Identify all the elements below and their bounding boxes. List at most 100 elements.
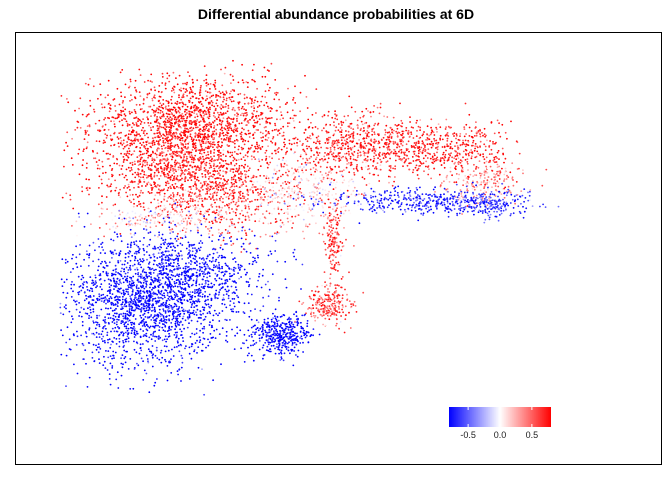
scatter-point bbox=[386, 151, 389, 154]
scatter-point bbox=[190, 88, 192, 91]
scatter-point bbox=[225, 139, 227, 141]
scatter-point bbox=[509, 171, 512, 174]
scatter-point bbox=[426, 133, 429, 136]
scatter-point bbox=[364, 194, 367, 197]
scatter-point bbox=[187, 206, 190, 209]
scatter-point bbox=[453, 162, 456, 165]
scatter-point bbox=[200, 103, 203, 105]
scatter-point bbox=[98, 187, 100, 189]
scatter-point bbox=[209, 88, 211, 90]
scatter-point bbox=[78, 173, 81, 176]
scatter-point bbox=[178, 119, 181, 122]
scatter-point bbox=[497, 182, 500, 184]
scatter-point bbox=[340, 139, 343, 142]
scatter-point bbox=[200, 149, 203, 151]
scatter-point bbox=[505, 178, 508, 180]
scatter-point bbox=[189, 135, 192, 138]
scatter-point bbox=[439, 193, 442, 196]
scatter-point bbox=[143, 181, 146, 183]
scatter-point bbox=[148, 168, 150, 171]
scatter-point bbox=[312, 204, 315, 207]
scatter-point bbox=[193, 147, 196, 150]
scatter-point bbox=[130, 169, 133, 171]
scatter-point bbox=[253, 150, 256, 153]
scatter-point bbox=[339, 170, 341, 173]
scatter-point bbox=[160, 145, 163, 148]
scatter-point bbox=[294, 102, 297, 104]
scatter-point bbox=[270, 117, 273, 119]
scatter-point bbox=[205, 78, 208, 81]
scatter-point bbox=[290, 143, 293, 146]
scatter-point bbox=[204, 90, 207, 92]
scatter-point bbox=[220, 200, 223, 203]
scatter-point bbox=[170, 102, 173, 105]
scatter-point bbox=[287, 213, 289, 215]
scatter-point bbox=[238, 179, 241, 182]
scatter-point bbox=[143, 208, 146, 211]
scatter-point bbox=[482, 153, 484, 156]
scatter-point bbox=[242, 183, 245, 186]
scatter-point bbox=[214, 201, 216, 204]
scatter-point bbox=[147, 136, 150, 139]
scatter-point bbox=[221, 91, 224, 94]
scatter-point bbox=[367, 135, 370, 138]
scatter-point bbox=[292, 197, 295, 200]
scatter-point bbox=[226, 110, 229, 113]
scatter-point bbox=[182, 172, 184, 174]
scatter-point bbox=[396, 125, 398, 127]
scatter-point bbox=[391, 131, 393, 134]
scatter-point bbox=[127, 156, 130, 159]
scatter-point bbox=[326, 166, 328, 169]
scatter-point bbox=[462, 139, 464, 142]
scatter-point bbox=[430, 146, 433, 149]
scatter-point bbox=[299, 91, 302, 94]
scatter-point bbox=[416, 199, 419, 201]
scatter-point bbox=[511, 176, 514, 179]
scatter-point bbox=[167, 162, 170, 165]
scatter-point bbox=[473, 135, 476, 137]
scatter-point bbox=[352, 154, 355, 157]
scatter-point bbox=[227, 179, 230, 181]
scatter-point bbox=[207, 110, 210, 113]
scatter-point bbox=[245, 185, 248, 188]
scatter-point bbox=[116, 117, 118, 120]
scatter-point bbox=[420, 202, 423, 205]
scatter-point bbox=[377, 140, 380, 143]
scatter-point bbox=[205, 113, 208, 115]
scatter-point bbox=[304, 161, 307, 164]
scatter-point bbox=[231, 154, 234, 157]
scatter-point bbox=[237, 200, 240, 203]
scatter-point bbox=[376, 201, 379, 204]
scatter-point bbox=[128, 85, 131, 88]
scatter-point bbox=[149, 226, 152, 229]
scatter-point bbox=[316, 169, 319, 172]
scatter-point bbox=[124, 96, 126, 98]
scatter-point bbox=[268, 155, 271, 158]
scatter-point bbox=[228, 122, 231, 124]
scatter-point bbox=[484, 135, 486, 138]
scatter-point bbox=[154, 97, 157, 99]
scatter-point bbox=[277, 151, 280, 153]
scatter-point bbox=[232, 59, 234, 62]
scatter-point bbox=[153, 222, 156, 225]
scatter-point bbox=[475, 174, 478, 177]
scatter-point bbox=[504, 131, 507, 134]
scatter-point bbox=[286, 168, 289, 171]
scatter-point bbox=[180, 87, 182, 90]
scatter-point bbox=[98, 167, 101, 170]
scatter-point bbox=[123, 153, 126, 155]
scatter-point bbox=[192, 145, 195, 148]
scatter-point bbox=[477, 166, 480, 169]
scatter-point bbox=[327, 195, 329, 197]
scatter-point bbox=[93, 157, 95, 160]
scatter-point bbox=[374, 191, 376, 193]
scatter-point bbox=[121, 220, 124, 222]
scatter-point bbox=[211, 157, 214, 160]
scatter-point bbox=[347, 184, 350, 187]
scatter-point bbox=[127, 147, 130, 150]
scatter-point bbox=[205, 125, 208, 128]
scatter-point bbox=[122, 147, 125, 150]
scatter-point bbox=[366, 130, 369, 132]
scatter-point bbox=[198, 97, 200, 100]
scatter-point bbox=[117, 138, 120, 140]
